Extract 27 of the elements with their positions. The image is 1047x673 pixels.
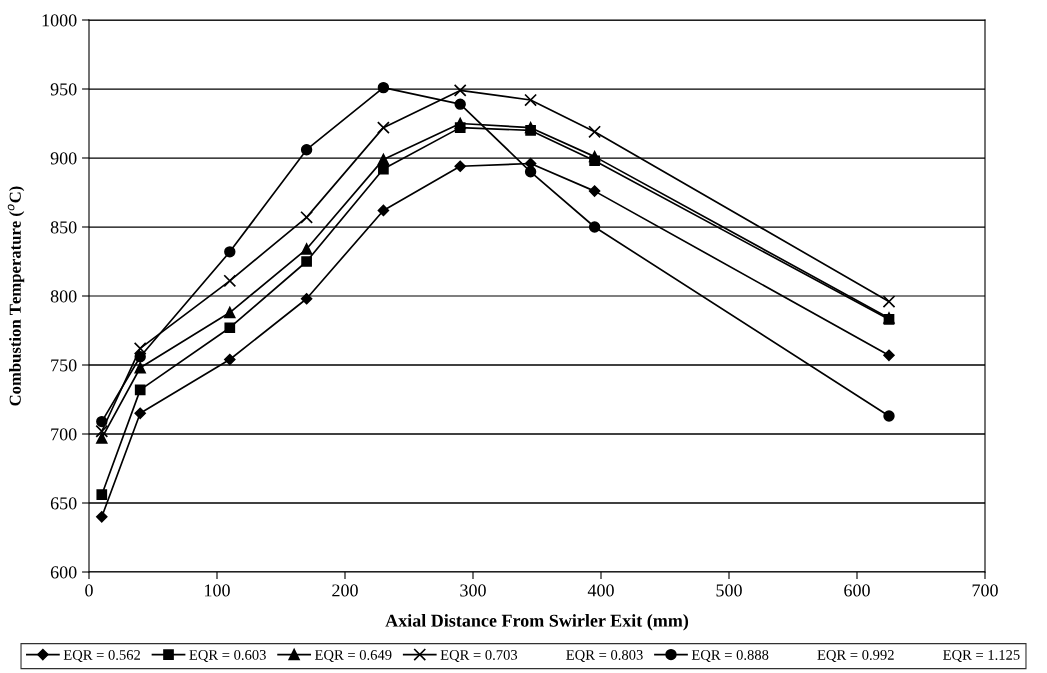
x-tick-label: 100: [205, 584, 230, 597]
x-tick-label: 300: [460, 584, 486, 597]
legend-label: EQR = 0.603: [189, 649, 266, 663]
y-axis-title: Combustion Temperature ($^{o}$C): [7, 186, 25, 406]
legend-label: EQR = 0.649: [314, 649, 392, 663]
legend-label: EQR = 0.562: [63, 649, 140, 663]
y-tick-label: 950: [50, 83, 77, 96]
x-tick-label: 0: [85, 584, 93, 597]
x-tick-label: 400: [587, 584, 614, 597]
legend-label: EQR = 0.703: [440, 649, 518, 663]
y-tick-label: 750: [51, 359, 77, 372]
x-tick-label: 600: [844, 584, 870, 597]
x-tick-label: 500: [716, 584, 742, 597]
y-tick-label: 800: [50, 290, 77, 303]
text: EQR = 0.992: [817, 649, 894, 663]
y-tick-label: 650: [50, 497, 77, 510]
legend-label: EQR = 0.888: [691, 649, 769, 663]
y-tick-label: 900: [50, 152, 77, 165]
text: EQR = 1.125: [943, 650, 1020, 663]
text: EQR = 0.803: [566, 649, 643, 663]
y-tick-label: 850: [50, 221, 77, 234]
y-tick-label: 600: [50, 566, 77, 579]
y-tick-label: 1000: [42, 14, 77, 27]
y-tick-label: 700: [51, 428, 77, 441]
x-tick-label: 200: [332, 584, 358, 597]
x-axis-title: Axial Distance From Swirler Exit (mm): [385, 614, 689, 631]
x-tick-label: 700: [972, 584, 998, 597]
